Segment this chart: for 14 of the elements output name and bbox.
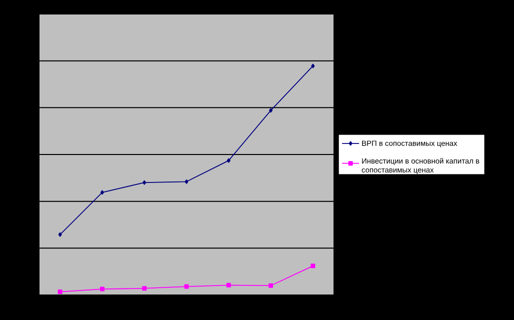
point bbox=[268, 283, 274, 288]
point bbox=[311, 64, 315, 68]
point bbox=[100, 190, 104, 195]
point bbox=[310, 264, 316, 268]
point bbox=[226, 282, 231, 288]
point bbox=[142, 286, 147, 291]
point bbox=[142, 180, 146, 185]
point bbox=[268, 108, 273, 113]
point bbox=[226, 158, 230, 163]
point bbox=[184, 284, 189, 289]
point bbox=[184, 179, 188, 184]
point bbox=[58, 232, 62, 237]
point bbox=[100, 286, 104, 292]
point bbox=[58, 290, 62, 294]
